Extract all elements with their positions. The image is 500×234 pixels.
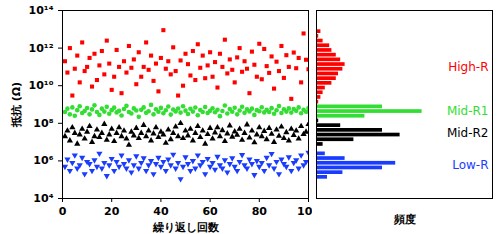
svg-text:10⁸: 10⁸ (33, 117, 53, 130)
svg-text:Mid-R1: Mid-R1 (447, 104, 489, 118)
svg-text:100: 100 (297, 205, 312, 218)
svg-text:10⁶: 10⁶ (33, 154, 53, 167)
svg-text:10¹⁴: 10¹⁴ (29, 4, 54, 17)
svg-text:High-R: High-R (448, 60, 488, 74)
svg-text:10⁴: 10⁴ (33, 192, 53, 205)
svg-text:Low-R: Low-R (452, 158, 488, 172)
svg-text:Mid-R2: Mid-R2 (447, 126, 489, 140)
svg-text:20: 20 (104, 205, 120, 218)
svg-text:60: 60 (202, 205, 218, 218)
svg-text:10¹²: 10¹² (29, 42, 54, 55)
svg-text:頻度: 頻度 (393, 213, 416, 226)
svg-text:40: 40 (153, 205, 169, 218)
svg-text:0: 0 (59, 205, 67, 218)
svg-text:80: 80 (252, 205, 268, 218)
svg-text:抵抗 (Ω): 抵抗 (Ω) (10, 82, 23, 128)
svg-text:10¹⁰: 10¹⁰ (29, 79, 54, 92)
svg-text:繰り返し回数: 繰り返し回数 (152, 221, 220, 234)
